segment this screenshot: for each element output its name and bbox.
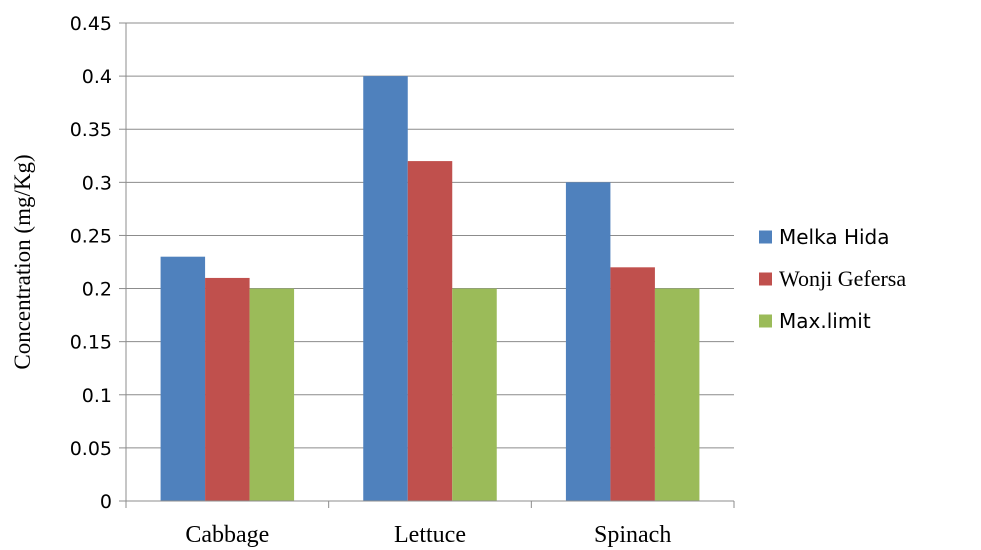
bar-max-limit-spinach bbox=[654, 288, 700, 501]
y-tick-label: 0.1 bbox=[82, 385, 112, 407]
y-tick-label: 0.25 bbox=[70, 225, 112, 247]
legend-label: Melka Hida bbox=[779, 225, 890, 249]
bar-melka-hida-cabbage bbox=[160, 256, 206, 501]
legend-swatch bbox=[759, 314, 772, 328]
legend-label: Max.limit bbox=[779, 309, 871, 333]
y-tick-label: 0.3 bbox=[82, 172, 112, 194]
y-tick-labels: 0 0.05 0.1 0.15 0.2 0.25 0.3 0.35 0.4 0.45 bbox=[70, 13, 112, 513]
x-category-label: Cabbage bbox=[185, 522, 269, 548]
y-tick-label: 0.2 bbox=[82, 279, 112, 301]
bar-wonji-gefersa-spinach bbox=[610, 267, 655, 501]
y-tick-label: 0.05 bbox=[70, 438, 112, 460]
axes bbox=[119, 22, 735, 508]
x-category-labels: Cabbage Lettuce Spinach bbox=[185, 522, 671, 548]
bar-max-limit-lettuce bbox=[452, 288, 497, 501]
y-axis-title: Concentration (mg/Kg) bbox=[10, 154, 35, 369]
bar-melka-hida-lettuce bbox=[363, 76, 408, 501]
bar-max-limit-cabbage bbox=[249, 288, 295, 501]
x-category-label: Lettuce bbox=[394, 522, 466, 548]
bar-wonji-gefersa-lettuce bbox=[407, 161, 453, 502]
y-tick-label: 0.4 bbox=[82, 66, 112, 88]
legend: Melka Hida Wonji Gefersa Max.limit bbox=[759, 225, 906, 333]
y-tick-label: 0.15 bbox=[70, 332, 112, 354]
bar-wonji-gefersa-cabbage bbox=[205, 277, 250, 501]
x-category-label: Spinach bbox=[594, 522, 671, 548]
legend-label: Wonji Gefersa bbox=[779, 266, 906, 291]
legend-swatch bbox=[759, 272, 772, 286]
y-tick-label: 0.45 bbox=[70, 13, 112, 35]
y-tick-label: 0 bbox=[100, 491, 112, 513]
bars bbox=[160, 76, 700, 502]
bar-melka-hida-spinach bbox=[565, 182, 611, 502]
legend-swatch bbox=[759, 230, 772, 244]
y-tick-label: 0.35 bbox=[70, 119, 112, 141]
